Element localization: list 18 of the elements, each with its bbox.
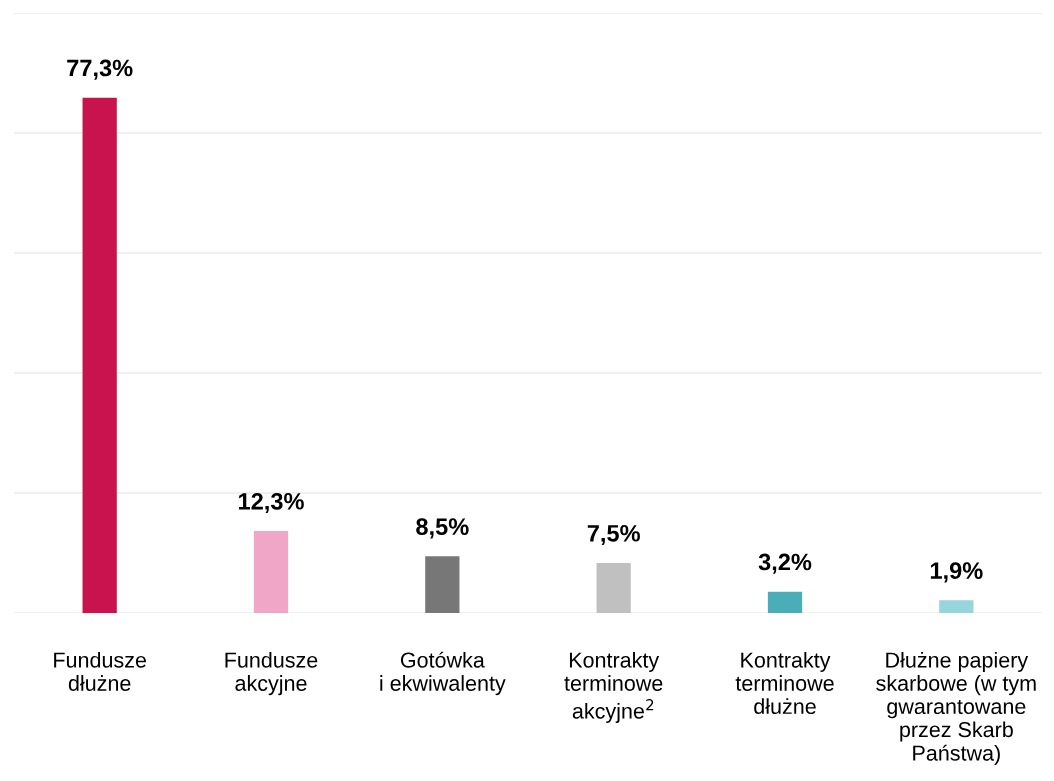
x-tick-label: Gotówka i ekwiwalenty <box>380 651 506 696</box>
bar <box>939 600 974 613</box>
x-tick-label: Kontrakty terminowe akcyjne$^{2}$ <box>564 651 663 723</box>
x-tick-label: Fundusze akcyjne <box>225 651 318 696</box>
x-tick-label: Dłużne papiery skarbowe (w tym gwarantowane przez Skarb Państwa) <box>876 651 1036 765</box>
bar <box>253 531 289 613</box>
data-label: 7,5% <box>587 525 640 546</box>
x-tick-label: Fundusze dłużne <box>54 651 146 691</box>
bar <box>767 591 803 613</box>
bar <box>425 556 460 613</box>
data-label: 77,3% <box>67 59 133 80</box>
data-label: 3,2% <box>758 553 812 574</box>
bar <box>82 97 117 613</box>
data-label: 8,5% <box>416 518 469 539</box>
data-label: 1,9% <box>930 562 983 583</box>
x-tick-label: Kontrakty terminowe dłużne <box>735 651 834 715</box>
bar <box>596 563 631 613</box>
data-label: 12,3% <box>239 492 304 514</box>
